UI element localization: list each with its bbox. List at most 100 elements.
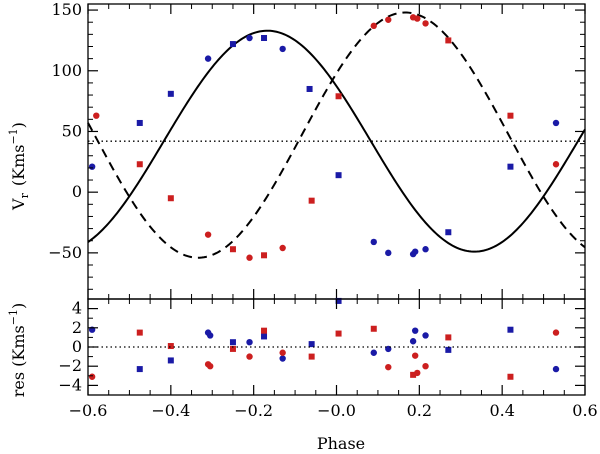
y-tick-label: −4 (58, 375, 82, 394)
velocity-point-primary-square (167, 90, 174, 97)
velocity-point-primary-circle (279, 45, 286, 53)
velocity-point-secondary-square (507, 112, 514, 119)
velocity-point-primary-square (445, 229, 452, 236)
residual-point-primary-square (229, 339, 236, 346)
velocity-point-secondary-circle (385, 16, 392, 23)
velocity-point-secondary-square (335, 93, 342, 100)
residual-point-secondary-square (229, 345, 236, 352)
y-tick-label: −2 (58, 356, 82, 375)
y-tick-label: 150 (51, 0, 82, 19)
residual-label-main: res (Kms (9, 325, 28, 397)
primary-model-curve (87, 29, 586, 253)
velocity-point-primary-square (136, 119, 143, 126)
residual-point-secondary-square (167, 343, 174, 350)
residual-point-secondary-square (335, 330, 342, 337)
velocity-point-secondary-circle (204, 231, 212, 238)
y-tick-label: 50 (62, 121, 82, 140)
residual-point-primary-square (136, 366, 143, 373)
residual-point-secondary-circle (246, 353, 253, 360)
secondary-model-curve (87, 11, 586, 259)
y-tick-label: −50 (48, 243, 82, 262)
y-axis-label-residual: res (Kms−1) (7, 303, 28, 397)
velocity-point-primary-circle (422, 246, 429, 253)
y-axis-label-velocity: Vr (Kms−1) (7, 122, 31, 211)
velocity-point-secondary-circle (552, 161, 560, 168)
residual-point-primary-square (167, 357, 174, 364)
x-tick-label: −0.2 (234, 401, 273, 420)
velocity-point-primary-circle (411, 248, 419, 255)
velocity-point-primary-circle (88, 163, 96, 170)
x-tick-label: −0.6 (69, 401, 108, 420)
x-tick-label: 0.6 (572, 401, 597, 420)
residual-point-primary-circle (279, 355, 286, 362)
velocity-point-primary-circle (370, 238, 377, 246)
residual-point-secondary-circle (279, 349, 286, 356)
y-axis-label-subscript: r (18, 192, 31, 198)
velocity-point-secondary-square (167, 195, 174, 202)
velocity-point-secondary-circle (422, 20, 429, 27)
residual-point-primary-circle (552, 365, 560, 373)
y-tick-label: 2 (72, 318, 82, 337)
residual-label-close: ) (9, 303, 28, 309)
residual-point-primary-circle (422, 332, 429, 339)
velocity-point-primary-square (306, 85, 313, 92)
y-axis-label-close: ) (9, 122, 28, 128)
residual-point-primary-square (261, 333, 268, 340)
residual-point-primary-circle (409, 338, 417, 345)
residual-point-primary-square (308, 341, 315, 348)
residual-point-primary-circle (370, 349, 377, 356)
velocity-point-secondary-circle (414, 15, 421, 22)
velocity-point-secondary-circle (93, 112, 100, 119)
velocity-point-primary-circle (204, 55, 212, 62)
y-tick-label: 0 (72, 182, 82, 201)
velocity-axes: −50 0 50 100 150 (48, 0, 586, 300)
x-tick-label: −0.4 (151, 401, 190, 420)
velocity-point-primary-square (229, 41, 236, 48)
residual-point-primary-square (335, 297, 342, 304)
velocity-point-secondary-circle (246, 254, 253, 261)
velocity-point-primary-circle (552, 119, 560, 127)
residual-point-secondary-circle (552, 329, 560, 336)
y-tick-label: 0 (72, 337, 82, 356)
residual-point-secondary-square (507, 373, 514, 380)
velocity-point-primary-square (507, 163, 514, 170)
velocity-points (88, 14, 560, 261)
residual-point-secondary-circle (88, 373, 96, 380)
velocity-point-secondary-square (308, 197, 315, 204)
residual-point-secondary-circle (206, 363, 214, 370)
velocity-point-secondary-square (445, 37, 452, 44)
residual-point-secondary-circle (385, 363, 392, 371)
residual-point-secondary-square (410, 371, 417, 378)
x-axis-label: Phase (317, 434, 365, 453)
plot-frame (87, 3, 586, 300)
residual-label-superscript: −1 (7, 309, 20, 325)
residual-point-secondary-square (261, 327, 268, 334)
velocity-point-secondary-circle (370, 22, 377, 30)
velocity-point-secondary-circle (279, 244, 286, 252)
y-tick-label: 100 (51, 61, 82, 80)
residual-point-secondary-circle (411, 352, 419, 359)
velocity-point-secondary-square (136, 161, 143, 168)
residual-point-primary-square (445, 346, 452, 353)
residual-point-secondary-square (445, 334, 452, 341)
x-tick-label: −0.0 (317, 401, 356, 420)
residual-point-primary-circle (246, 339, 253, 346)
residual-point-primary-circle (206, 332, 214, 339)
residual-points (88, 297, 560, 380)
velocity-point-primary-circle (385, 249, 392, 257)
x-tick-label: 0.4 (489, 401, 514, 420)
velocity-point-primary-square (335, 172, 342, 179)
residual-point-primary-square (507, 326, 514, 333)
velocity-point-primary-circle (246, 34, 253, 42)
velocity-panel: −50 0 50 100 150 (48, 0, 586, 300)
y-axis-label-symbol: V (9, 198, 28, 211)
y-tick-label: 4 (72, 299, 82, 318)
residual-point-secondary-square (308, 353, 315, 360)
velocity-point-secondary-square (229, 246, 236, 253)
residual-point-secondary-square (136, 329, 143, 336)
residual-point-primary-circle (411, 327, 419, 334)
residual-point-secondary-square (370, 325, 377, 332)
velocity-point-secondary-square (261, 252, 268, 259)
